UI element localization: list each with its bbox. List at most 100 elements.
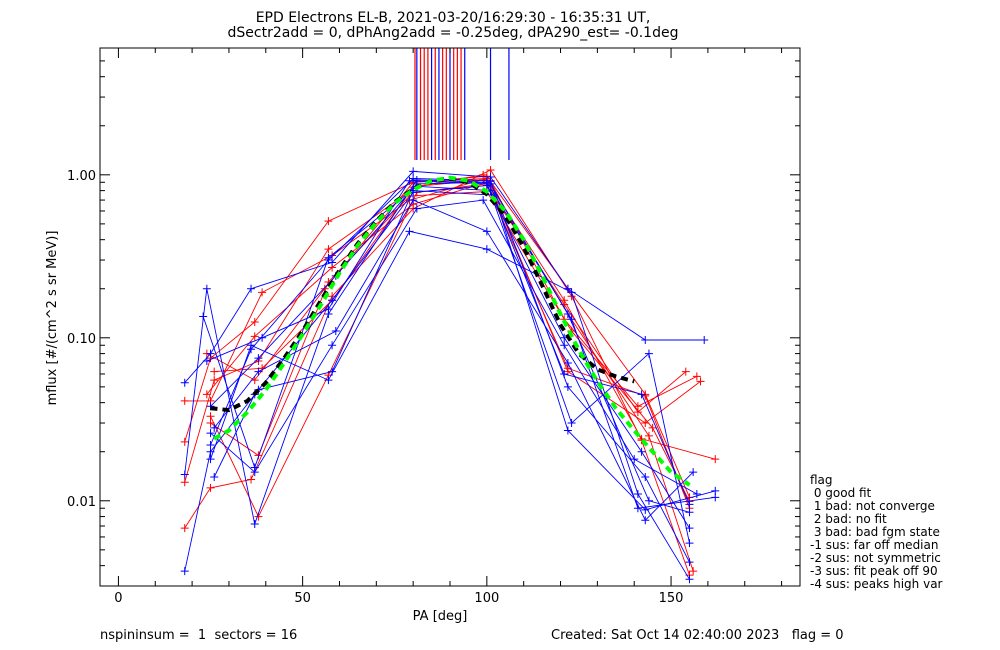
data-point [689, 567, 698, 576]
data-point [633, 490, 642, 499]
y-axis-label: mflux [#/(cm^2 s sr MeV)] [45, 231, 60, 406]
data-point [641, 335, 650, 344]
data-point [648, 423, 657, 432]
data-point [324, 245, 333, 254]
legend-item: -3 sus: fit peak off 90 [810, 564, 938, 578]
data-point [328, 367, 337, 376]
data-point [692, 490, 701, 499]
data-point [324, 217, 333, 226]
data-point [681, 367, 690, 376]
fit-curve-green [213, 175, 691, 487]
data-point [250, 468, 259, 477]
data-point [331, 327, 340, 336]
data-point [560, 296, 569, 305]
data-point [685, 539, 694, 548]
legend-item: 3 bad: bad fgm state [810, 525, 940, 539]
series-13 [206, 227, 694, 584]
data-point [250, 332, 259, 341]
data-point [567, 288, 576, 297]
flag-legend: flag 0 good fit 1 bad: not converge 2 ba… [810, 474, 942, 591]
data-point [180, 378, 189, 387]
series-14 [210, 196, 698, 525]
series-line [202, 185, 690, 505]
data-point [560, 341, 569, 350]
series-8 [202, 174, 705, 428]
series-16 [202, 176, 694, 517]
data-point [199, 312, 208, 321]
data-point [685, 575, 694, 584]
data-point [641, 516, 650, 525]
y-tick-label: 1.00 [67, 169, 96, 184]
data-point [563, 426, 572, 435]
chart-title-line-2: dSectr2add = 0, dPhAng2add = -0.25deg, d… [228, 25, 679, 41]
peak-markers [414, 48, 510, 160]
data-point [685, 508, 694, 517]
data-point [685, 524, 694, 533]
footer-created-info: Created: Sat Oct 14 02:40:00 2023 flag =… [551, 628, 844, 643]
data-point [324, 376, 333, 385]
series-line [210, 183, 690, 518]
data-point [630, 455, 639, 464]
data-point [696, 377, 705, 386]
data-point [644, 431, 653, 440]
y-tick-label: 0.10 [67, 332, 96, 347]
legend-item: -1 sus: far off median [810, 538, 939, 552]
data-point [700, 335, 709, 344]
series-line [210, 230, 690, 580]
chart-title-line-1: EPD Electrons EL-B, 2021-03-20/16:29:30 … [256, 10, 651, 26]
series-line [206, 180, 698, 407]
series-18 [206, 178, 720, 513]
data-point [254, 354, 263, 363]
data-point [180, 567, 189, 576]
data-point [479, 196, 488, 205]
series-line [210, 181, 716, 509]
data-point [206, 440, 215, 449]
data-point [692, 372, 701, 381]
data-point [641, 472, 650, 481]
data-point [482, 178, 491, 187]
series-line [184, 175, 690, 498]
data-point [685, 558, 694, 567]
data-point [258, 288, 267, 297]
data-point [250, 520, 259, 529]
series-line [213, 199, 694, 521]
data-point [202, 390, 211, 399]
data-point [328, 341, 337, 350]
data-point [711, 493, 720, 502]
data-point [206, 419, 215, 428]
data-point [412, 204, 421, 213]
data-point [210, 376, 219, 385]
fit-curves [210, 175, 691, 487]
data-point [644, 349, 653, 358]
x-tick-label: 100 [474, 591, 499, 606]
y-tick-label: 0.01 [67, 495, 96, 510]
data-point [328, 296, 337, 305]
data-point [324, 305, 333, 314]
legend-item: -2 sus: not symmetric [810, 551, 941, 565]
data-point [180, 524, 189, 533]
legend-title: flag [810, 473, 833, 487]
data-point [210, 472, 219, 481]
data-point [247, 345, 256, 354]
x-tick-label: 0 [114, 591, 122, 606]
series-line [184, 170, 705, 383]
data-point [482, 227, 491, 236]
data-point [258, 333, 267, 342]
data-point [210, 367, 219, 376]
data-point [210, 423, 219, 432]
data-point [482, 245, 491, 254]
footer-spin-info: nspininsum = 1 sectors = 16 [100, 628, 298, 643]
x-tick-label: 150 [659, 591, 684, 606]
data-point [247, 475, 256, 484]
data-point [567, 419, 576, 428]
data-point [180, 437, 189, 446]
fit-curve-black [210, 176, 635, 413]
data-point [180, 396, 189, 405]
data-point [563, 359, 572, 368]
legend-item: 1 bad: not converge [810, 499, 935, 513]
data-point [409, 167, 418, 176]
data-series [180, 166, 720, 584]
data-point [247, 284, 256, 293]
data-point [644, 496, 653, 505]
